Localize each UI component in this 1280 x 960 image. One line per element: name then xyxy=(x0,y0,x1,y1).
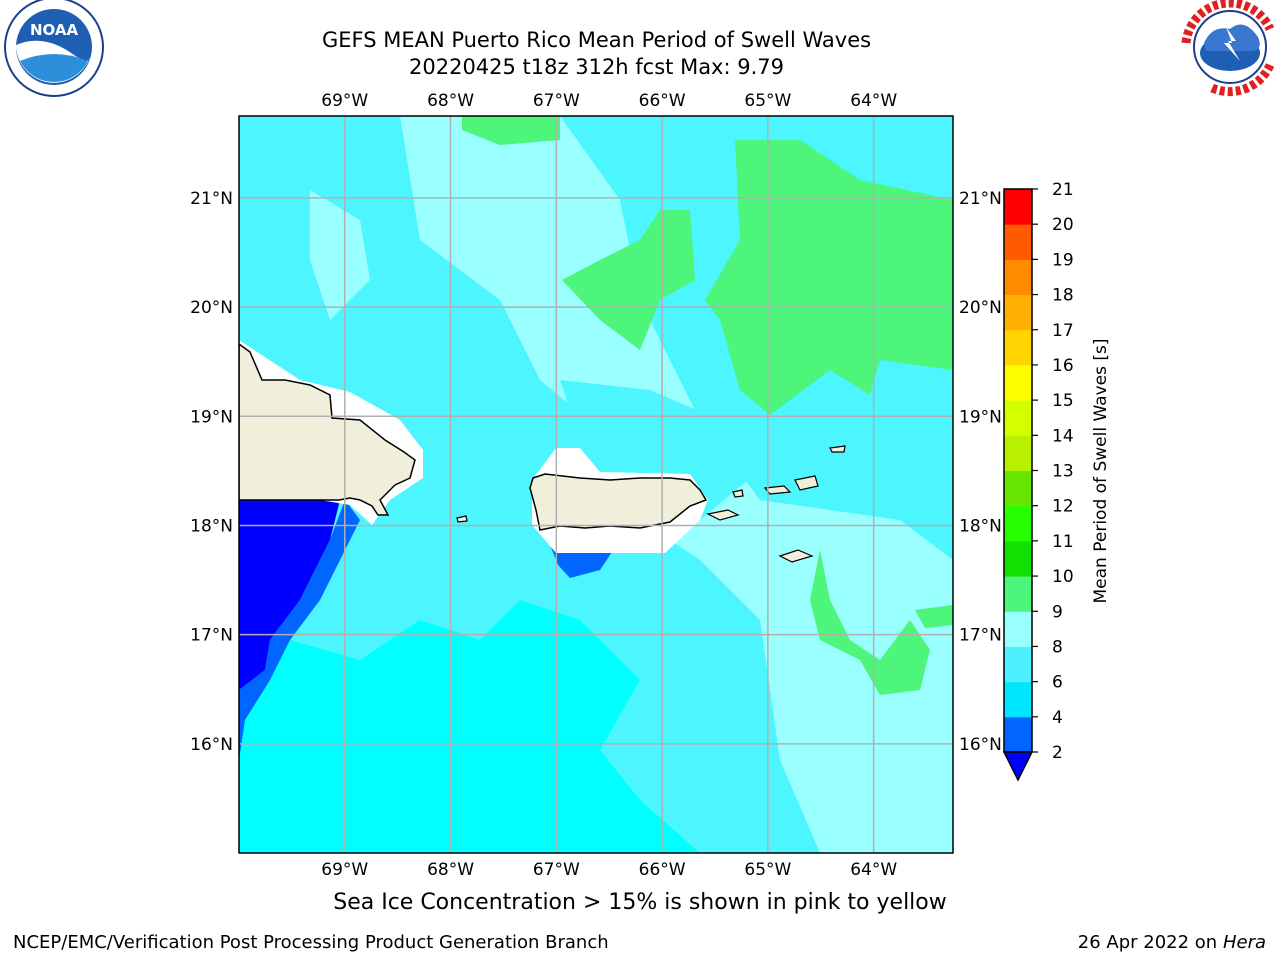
colorbar-tick-label: 14 xyxy=(1052,426,1074,446)
sea-ice-caption: Sea Ice Concentration > 15% is shown in … xyxy=(333,890,947,915)
lon-label-bottom: 64°W xyxy=(850,860,897,880)
lat-label-left: 16°N xyxy=(190,735,233,755)
colorbar-extend-low xyxy=(1002,751,1034,782)
colorbar-tick-label: 21 xyxy=(1052,180,1074,200)
island-anegada xyxy=(829,445,846,453)
colorbar-label: Mean Period of Swell Waves [s] xyxy=(1091,339,1111,604)
lat-label-right: 19°N xyxy=(959,407,1002,427)
contour-green-northeast xyxy=(705,140,953,415)
colorbar-tick-label: 16 xyxy=(1052,356,1074,376)
colorbar-segment xyxy=(1004,611,1032,647)
colorbar-tick-label: 8 xyxy=(1052,637,1063,657)
lon-label-top: 65°W xyxy=(744,91,791,111)
colorbar-tick-label: 6 xyxy=(1052,673,1063,693)
colorbar-segment xyxy=(1004,435,1032,471)
colorbar-segment xyxy=(1004,576,1032,612)
contour-green-northwest xyxy=(462,116,560,145)
contour-green-southeast xyxy=(810,550,930,695)
lon-label-bottom: 68°W xyxy=(427,860,474,880)
lon-label-top: 67°W xyxy=(533,91,580,111)
colorbar-segment xyxy=(1004,364,1032,401)
map-subtitle: 20220425 t18z 312h fcst Max: 9.79 xyxy=(409,55,784,79)
land-hispaniola xyxy=(239,343,416,516)
lat-label-left: 17°N xyxy=(190,626,233,646)
colorbar-segment xyxy=(1004,259,1032,296)
colorbar-segment xyxy=(1004,505,1032,542)
colorbar-tick-label: 17 xyxy=(1052,321,1074,341)
map-frame xyxy=(238,115,954,854)
island-culebra xyxy=(732,489,744,498)
lat-label-right: 18°N xyxy=(959,516,1002,536)
footer-credit: NCEP/EMC/Verification Post Processing Pr… xyxy=(13,932,609,953)
colorbar-tick-label: 12 xyxy=(1052,497,1074,517)
colorbar-tick-label: 11 xyxy=(1052,532,1074,552)
colorbar-segment xyxy=(1004,224,1032,260)
noaa-logo-text: NOAA xyxy=(30,21,79,39)
lat-label-left: 18°N xyxy=(190,516,233,536)
colorbar-tick-label: 9 xyxy=(1052,602,1063,622)
island-virgin-islands-2 xyxy=(794,475,819,491)
colorbar-segment xyxy=(1004,540,1032,577)
colorbar-tick-label: 15 xyxy=(1052,391,1074,411)
colorbar-tick-label: 2 xyxy=(1052,743,1063,763)
island-st-croix xyxy=(778,549,814,563)
contour-dark-blue-southwest xyxy=(239,500,340,690)
colorbar-segment xyxy=(1004,470,1032,507)
nws-logo xyxy=(1181,0,1279,97)
swell-period-field xyxy=(239,116,953,853)
lat-label-left: 20°N xyxy=(190,298,233,318)
lat-label-right: 17°N xyxy=(959,626,1002,646)
lon-label-top: 68°W xyxy=(427,91,474,111)
lon-label-bottom: 65°W xyxy=(744,860,791,880)
island-vieques xyxy=(706,509,740,521)
colorbar-tick-label: 13 xyxy=(1052,462,1074,482)
lat-label-left: 19°N xyxy=(190,407,233,427)
lat-label-right: 16°N xyxy=(959,735,1002,755)
footer-host: Hera xyxy=(1222,932,1266,953)
colorbar-tick-label: 18 xyxy=(1052,286,1074,306)
lon-label-top: 66°W xyxy=(639,91,686,111)
contour-green-east-edge xyxy=(915,605,953,628)
colorbar-tick-label: 19 xyxy=(1052,250,1074,270)
contour-cyan-south xyxy=(239,600,700,853)
colorbar-segment xyxy=(1004,189,1032,225)
lon-label-top: 64°W xyxy=(850,91,897,111)
lat-label-left: 21°N xyxy=(190,189,233,209)
colorbar-tick-label: 20 xyxy=(1052,215,1074,235)
island-mona xyxy=(456,515,468,523)
colorbar-tick-label: 4 xyxy=(1052,708,1063,728)
footer-date-text: 26 Apr 2022 on xyxy=(1077,932,1223,953)
contour-cyan-southwest xyxy=(239,760,320,853)
contour-pale-cyan-north xyxy=(310,190,370,320)
graticule xyxy=(239,116,953,853)
colorbar-segment xyxy=(1004,646,1032,683)
lon-label-bottom: 66°W xyxy=(639,860,686,880)
lat-label-right: 21°N xyxy=(959,189,1002,209)
lon-label-bottom: 69°W xyxy=(321,860,368,880)
colorbar: 2 4 6 8 9 10 11 12 13 14 15 16 17 18 19 20 21 xyxy=(1002,180,1074,782)
colorbar-tick-label: 10 xyxy=(1052,567,1074,587)
noaa-logo: NOAA xyxy=(4,0,104,97)
lon-label-bottom: 67°W xyxy=(533,860,580,880)
colorbar-segment xyxy=(1004,400,1032,436)
contour-blue-southwest xyxy=(239,500,360,760)
axis-tick-labels: 69°W 69°W 68°W 68°W 67°W 67°W 66°W 66°W 65°W 65°W… xyxy=(190,91,1002,880)
colorbar-segment xyxy=(1004,716,1032,753)
colorbar-segment xyxy=(1004,329,1032,366)
lat-label-right: 20°N xyxy=(959,298,1002,318)
footer-date: 26 Apr 2022 on Hera xyxy=(1078,932,1266,953)
lon-label-top: 69°W xyxy=(321,91,368,111)
colorbar-segment xyxy=(1004,294,1032,331)
colorbar-segment xyxy=(1004,681,1032,718)
map-title: GEFS MEAN Puerto Rico Mean Period of Swe… xyxy=(321,28,872,52)
